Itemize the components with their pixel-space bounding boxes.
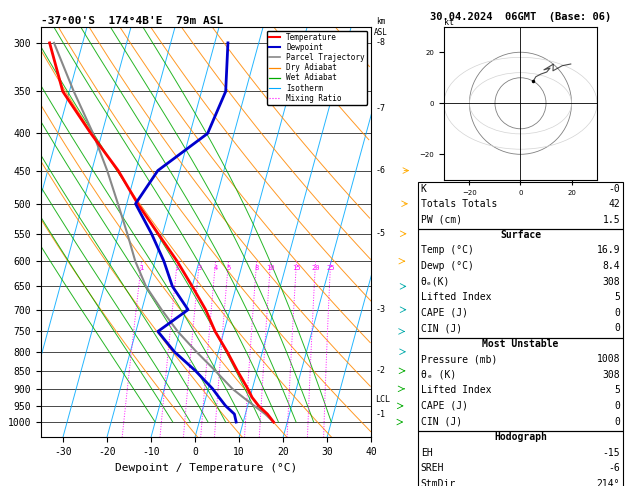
Text: 1.5: 1.5 bbox=[603, 215, 620, 225]
Text: 16.9: 16.9 bbox=[597, 245, 620, 256]
Text: -6: -6 bbox=[608, 463, 620, 473]
Text: 2: 2 bbox=[175, 265, 179, 271]
Text: 20: 20 bbox=[311, 265, 320, 271]
Text: 5: 5 bbox=[615, 385, 620, 396]
Text: EH: EH bbox=[421, 448, 433, 458]
Text: StmDir: StmDir bbox=[421, 479, 456, 486]
Text: -7: -7 bbox=[376, 104, 386, 113]
Text: 10: 10 bbox=[266, 265, 275, 271]
Text: 8: 8 bbox=[255, 265, 259, 271]
Text: -5: -5 bbox=[376, 229, 386, 238]
Text: 1: 1 bbox=[140, 265, 144, 271]
Text: LCL: LCL bbox=[376, 395, 390, 404]
Text: 30.04.2024  06GMT  (Base: 06): 30.04.2024 06GMT (Base: 06) bbox=[430, 12, 611, 22]
Legend: Temperature, Dewpoint, Parcel Trajectory, Dry Adiabat, Wet Adiabat, Isotherm, Mi: Temperature, Dewpoint, Parcel Trajectory… bbox=[267, 31, 367, 105]
Text: CAPE (J): CAPE (J) bbox=[421, 401, 468, 411]
Text: Most Unstable: Most Unstable bbox=[482, 339, 559, 349]
Text: 0: 0 bbox=[615, 308, 620, 318]
Text: -15: -15 bbox=[603, 448, 620, 458]
Text: -3: -3 bbox=[376, 305, 386, 314]
Text: Pressure (mb): Pressure (mb) bbox=[421, 354, 497, 364]
Text: Lifted Index: Lifted Index bbox=[421, 292, 491, 302]
X-axis label: Dewpoint / Temperature (°C): Dewpoint / Temperature (°C) bbox=[115, 463, 297, 473]
Text: -1: -1 bbox=[376, 410, 386, 418]
Text: -37°00'S  174°4B'E  79m ASL: -37°00'S 174°4B'E 79m ASL bbox=[41, 16, 223, 26]
Text: kt: kt bbox=[444, 17, 454, 27]
Text: Surface: Surface bbox=[500, 230, 541, 240]
Text: K: K bbox=[421, 184, 426, 194]
Text: CAPE (J): CAPE (J) bbox=[421, 308, 468, 318]
Text: -0: -0 bbox=[608, 184, 620, 194]
Text: -2: -2 bbox=[376, 366, 386, 375]
Text: 0: 0 bbox=[615, 323, 620, 333]
Text: 15: 15 bbox=[292, 265, 301, 271]
Text: θₑ (K): θₑ (K) bbox=[421, 370, 456, 380]
Text: PW (cm): PW (cm) bbox=[421, 215, 462, 225]
Text: 214°: 214° bbox=[597, 479, 620, 486]
Text: km
ASL: km ASL bbox=[374, 17, 387, 36]
Text: Lifted Index: Lifted Index bbox=[421, 385, 491, 396]
Text: -8: -8 bbox=[376, 38, 386, 47]
Y-axis label: hPa: hPa bbox=[0, 222, 2, 242]
Text: Dewp (°C): Dewp (°C) bbox=[421, 261, 474, 271]
Text: θₑ(K): θₑ(K) bbox=[421, 277, 450, 287]
Text: Hodograph: Hodograph bbox=[494, 432, 547, 442]
Text: 3: 3 bbox=[198, 265, 201, 271]
Text: Temp (°C): Temp (°C) bbox=[421, 245, 474, 256]
Text: 308: 308 bbox=[603, 277, 620, 287]
Text: 0: 0 bbox=[615, 401, 620, 411]
Text: 8.4: 8.4 bbox=[603, 261, 620, 271]
Text: 25: 25 bbox=[326, 265, 335, 271]
Text: SREH: SREH bbox=[421, 463, 444, 473]
Text: CIN (J): CIN (J) bbox=[421, 323, 462, 333]
Text: 308: 308 bbox=[603, 370, 620, 380]
Text: 42: 42 bbox=[608, 199, 620, 209]
Text: Totals Totals: Totals Totals bbox=[421, 199, 497, 209]
Text: -6: -6 bbox=[376, 166, 386, 175]
Text: 4: 4 bbox=[213, 265, 218, 271]
Text: 5: 5 bbox=[226, 265, 231, 271]
Text: CIN (J): CIN (J) bbox=[421, 417, 462, 427]
Text: 0: 0 bbox=[615, 417, 620, 427]
Text: 5: 5 bbox=[615, 292, 620, 302]
Text: 1008: 1008 bbox=[597, 354, 620, 364]
